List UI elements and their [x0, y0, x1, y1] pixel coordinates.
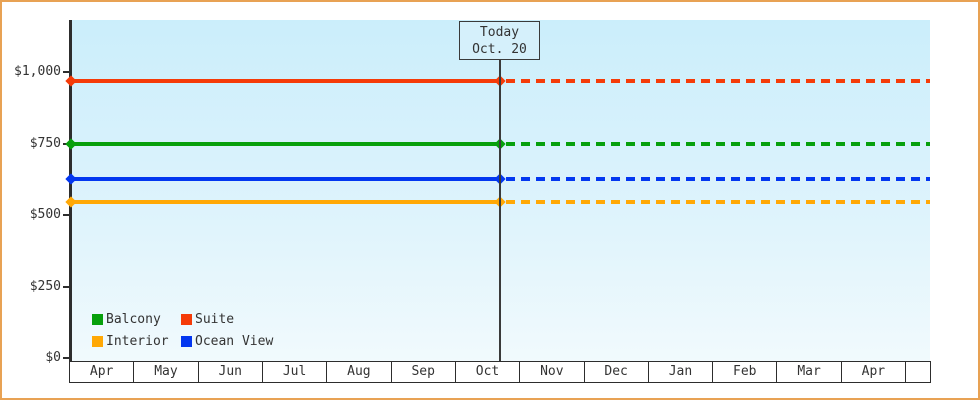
- month-cell-apr: Apr: [842, 362, 907, 382]
- month-cell-dec: Dec: [585, 362, 649, 382]
- y-axis: [69, 20, 72, 362]
- legend-swatch-icon: [92, 314, 103, 325]
- legend-item-ocean-view: Ocean View: [181, 335, 273, 348]
- month-cell-may: May: [134, 362, 199, 382]
- y-tick-label: $750: [29, 135, 61, 151]
- today-date: Oct. 20: [472, 41, 527, 57]
- legend-label: Ocean View: [195, 334, 274, 349]
- today-label-box: Today Oct. 20: [459, 21, 540, 60]
- month-cell-oct: Oct: [456, 362, 521, 382]
- series-line-dashed-ocean-view: [506, 177, 930, 182]
- month-cell-feb: Feb: [713, 362, 778, 382]
- series-line-solid-interior: [70, 200, 502, 205]
- today-label: Today: [479, 24, 520, 40]
- y-tick-label: $250: [29, 278, 61, 294]
- x-axis-month-band: Apr May Jun Jul Aug Sep Oct Nov Dec Jan Feb Mar Apr: [69, 361, 931, 383]
- y-axis-tick: [63, 214, 70, 216]
- month-cell-empty: [906, 362, 930, 382]
- series-line-dashed-interior: [506, 200, 930, 205]
- y-axis-tick: [63, 357, 70, 359]
- legend-item-balcony: Balcony: [92, 313, 161, 326]
- legend-swatch-icon: [181, 336, 192, 347]
- legend-label: Interior: [106, 334, 169, 349]
- y-tick-label: $0: [45, 350, 61, 365]
- series-line-dashed-balcony: [506, 141, 930, 146]
- legend-swatch-icon: [92, 336, 103, 347]
- legend-item-interior: Interior: [92, 335, 169, 348]
- legend-label: Suite: [195, 312, 235, 327]
- month-cell-jul: Jul: [263, 362, 328, 382]
- series-line-solid-balcony: [70, 141, 502, 146]
- series-line-solid-ocean-view: [70, 177, 502, 182]
- y-tick-label: $500: [29, 207, 61, 222]
- y-axis-tick: [63, 285, 70, 288]
- series-line-dashed-suite: [506, 78, 930, 83]
- series-line-solid-suite: [70, 78, 502, 83]
- month-cell-apr: Apr: [70, 362, 135, 382]
- today-marker-line: [499, 60, 501, 361]
- legend-swatch-icon: [181, 314, 192, 325]
- month-cell-nov: Nov: [520, 362, 585, 382]
- y-axis-tick: [63, 71, 70, 73]
- month-cell-aug: Aug: [327, 362, 392, 382]
- month-cell-mar: Mar: [777, 362, 842, 382]
- month-cell-jan: Jan: [649, 362, 714, 382]
- month-cell-jun: Jun: [199, 362, 263, 382]
- y-tick-label: $1,000: [14, 64, 61, 79]
- legend-label: Balcony: [106, 312, 161, 327]
- legend-item-suite: Suite: [181, 313, 234, 326]
- month-cell-sep: Sep: [392, 362, 456, 382]
